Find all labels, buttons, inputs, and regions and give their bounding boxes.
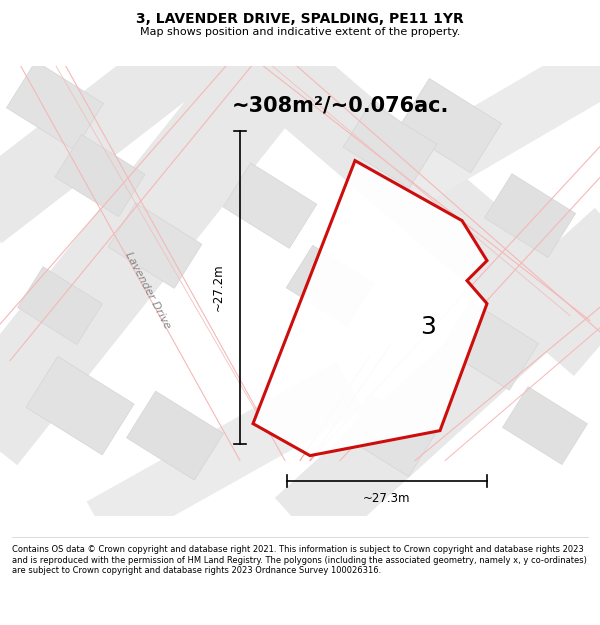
- Polygon shape: [55, 134, 145, 217]
- Polygon shape: [365, 30, 600, 221]
- Text: Lavender Drive: Lavender Drive: [124, 251, 173, 331]
- Text: 3: 3: [419, 315, 436, 339]
- Polygon shape: [127, 391, 223, 480]
- Text: ~27.2m: ~27.2m: [212, 263, 224, 311]
- Polygon shape: [0, 18, 221, 243]
- Text: 3, LAVENDER DRIVE, SPALDING, PE11 1YR: 3, LAVENDER DRIVE, SPALDING, PE11 1YR: [136, 12, 464, 26]
- Polygon shape: [26, 356, 134, 455]
- Text: ~308m²/~0.076ac.: ~308m²/~0.076ac.: [232, 96, 449, 116]
- Polygon shape: [345, 394, 435, 477]
- Polygon shape: [484, 174, 575, 258]
- Polygon shape: [398, 79, 502, 172]
- Polygon shape: [442, 301, 538, 390]
- Polygon shape: [253, 161, 487, 456]
- Polygon shape: [223, 163, 317, 248]
- Polygon shape: [0, 16, 327, 465]
- Text: ~27.3m: ~27.3m: [363, 492, 411, 505]
- Polygon shape: [7, 61, 103, 150]
- Polygon shape: [224, 15, 600, 376]
- Polygon shape: [275, 208, 600, 553]
- Polygon shape: [343, 103, 437, 188]
- Polygon shape: [286, 246, 374, 326]
- Text: Contains OS data © Crown copyright and database right 2021. This information is : Contains OS data © Crown copyright and d…: [12, 545, 587, 575]
- Polygon shape: [108, 203, 202, 288]
- Polygon shape: [17, 267, 103, 344]
- Text: Map shows position and indicative extent of the property.: Map shows position and indicative extent…: [140, 26, 460, 36]
- Polygon shape: [503, 387, 587, 464]
- Polygon shape: [86, 362, 364, 549]
